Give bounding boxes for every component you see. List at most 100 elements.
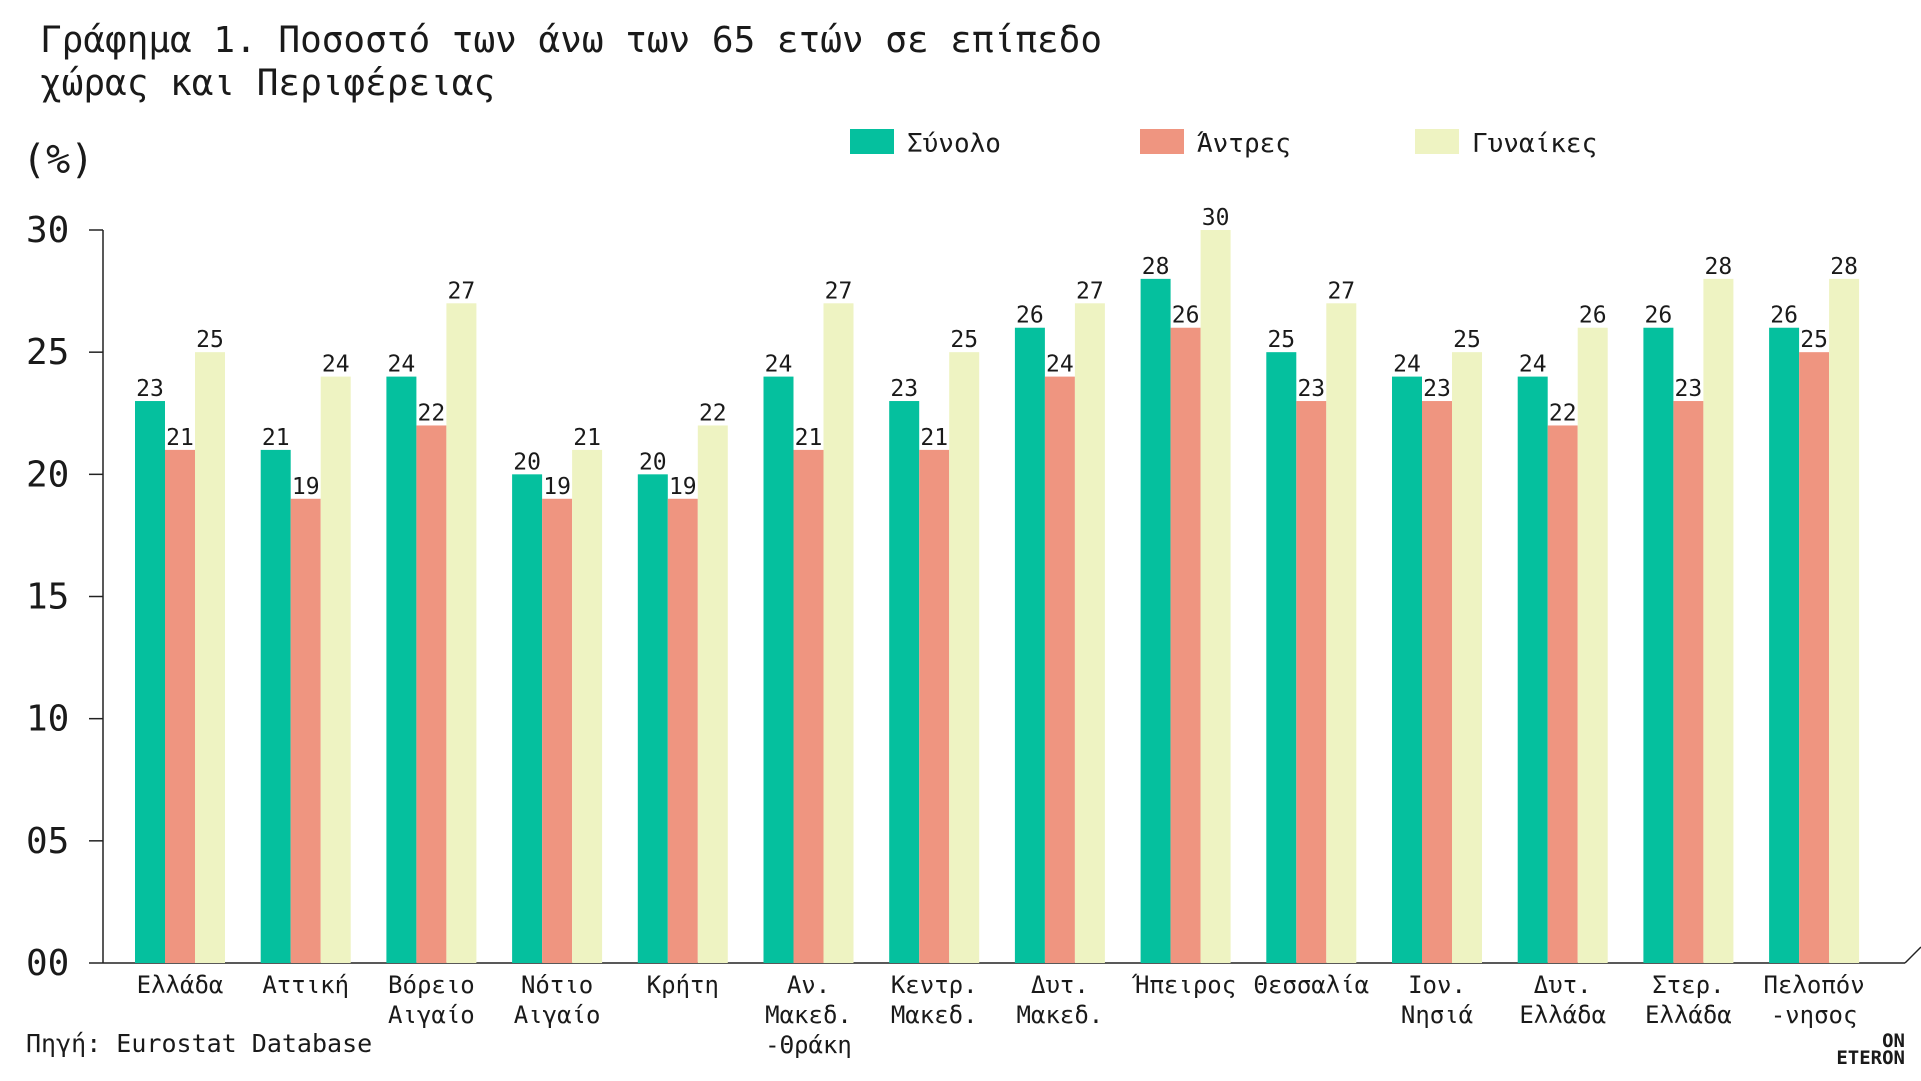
- x-tick-label-line: Μακεδ.: [891, 1001, 978, 1029]
- bar: [1703, 278, 1734, 963]
- bar: [165, 449, 195, 963]
- data-label: 20: [513, 449, 541, 475]
- x-tick-label-line: Πελοπόν: [1764, 971, 1865, 999]
- bar: [260, 449, 291, 963]
- legend-label: Γυναίκες: [1472, 129, 1597, 159]
- y-tick-label: 25: [26, 332, 69, 373]
- bar: [195, 352, 225, 964]
- bar: [1266, 352, 1297, 964]
- data-label: 19: [669, 474, 697, 500]
- plot-area: 00051015202530232125Ελλάδα211924Αττική24…: [26, 205, 1921, 1059]
- bar: [919, 449, 950, 963]
- legend-item: Σύνολο: [850, 129, 1001, 159]
- y-axis-unit-label: (%): [22, 137, 94, 183]
- bar: [1547, 425, 1578, 963]
- data-label: 21: [920, 425, 948, 451]
- y-tick-label: 20: [26, 454, 69, 495]
- bar: [572, 449, 603, 963]
- legend: Σύνολο Άντρες Γυναίκες: [850, 129, 1597, 159]
- x-tick-label-line: Κρήτη: [647, 971, 719, 999]
- legend-item: Άντρες: [1140, 129, 1291, 159]
- x-tick-label-line: Μακεδ.: [765, 1001, 852, 1029]
- y-tick-label: 30: [26, 210, 69, 251]
- data-label: 25: [1453, 327, 1481, 353]
- data-label: 27: [825, 278, 853, 304]
- x-tick-label-line: Αιγαίο: [388, 1001, 475, 1029]
- legend-swatch: [1415, 129, 1459, 154]
- x-tick-label-line: Αν.: [787, 971, 830, 999]
- bar: [1200, 230, 1231, 963]
- data-label: 27: [1327, 278, 1355, 304]
- x-axis-end-tick: [1904, 946, 1921, 964]
- data-label: 21: [166, 425, 194, 451]
- data-label: 24: [1046, 352, 1074, 378]
- data-label: 20: [639, 449, 667, 475]
- x-tick-label-line: -νησος: [1771, 1001, 1858, 1029]
- bar: [697, 425, 728, 963]
- x-tick-label-line: Νότιο: [521, 971, 593, 999]
- data-label: 24: [322, 352, 350, 378]
- bar: [512, 474, 543, 963]
- legend-swatch: [1140, 129, 1184, 154]
- x-tick-label: Νότιο Αιγαίο: [514, 971, 601, 1029]
- x-tick-label-line: Ελλάδα: [1645, 1001, 1732, 1029]
- bar: [320, 376, 351, 964]
- eteron-logo: ON ETERON: [1836, 1030, 1905, 1069]
- x-tick-label-line: Μακεδ.: [1017, 1001, 1104, 1029]
- data-label: 24: [1519, 352, 1547, 378]
- data-label: 24: [765, 352, 793, 378]
- bar: [1296, 401, 1327, 963]
- data-label: 19: [543, 474, 571, 500]
- data-label: 23: [1423, 376, 1451, 402]
- bar: [1014, 327, 1045, 963]
- bar: [135, 401, 165, 963]
- bar: [1074, 303, 1105, 963]
- legend-item: Γυναίκες: [1415, 129, 1597, 159]
- bar: [1044, 376, 1075, 964]
- bar: [1643, 327, 1674, 963]
- bar: [1577, 327, 1608, 963]
- bar: [1829, 278, 1860, 963]
- bar: [386, 376, 417, 964]
- data-label: 28: [1830, 254, 1858, 280]
- bar: [1769, 327, 1800, 963]
- legend-label: Άντρες: [1197, 129, 1291, 159]
- chart-title-line-1: Γράφημα 1. Ποσοστό των άνω των 65 ετών σ…: [40, 20, 1102, 61]
- data-label: 26: [1172, 303, 1200, 329]
- x-tick-label-line: Νησιά: [1401, 1001, 1473, 1029]
- data-label: 23: [136, 376, 164, 402]
- data-label: 30: [1202, 205, 1230, 231]
- x-tick-label-line: Κεντρ.: [891, 971, 978, 999]
- source-note: Πηγή: Eurostat Database: [26, 1029, 372, 1058]
- x-tick-label: Στερ. Ελλάδα: [1645, 971, 1732, 1029]
- x-tick-label-line: Αιγαίο: [514, 1001, 601, 1029]
- bar: [637, 474, 668, 963]
- data-label: 27: [1076, 278, 1104, 304]
- x-tick-label: Πελοπόν -νησος: [1764, 971, 1865, 1029]
- bar: [667, 498, 698, 963]
- data-label: 23: [890, 376, 918, 402]
- chart-title: Γράφημα 1. Ποσοστό των άνω των 65 ετών σ…: [40, 20, 1102, 104]
- x-tick-label: Αττική: [262, 971, 349, 999]
- bar: [1422, 401, 1452, 963]
- legend-swatch: [850, 129, 894, 154]
- data-label: 21: [262, 425, 290, 451]
- x-tick-label-line: Στερ.: [1652, 971, 1724, 999]
- x-tick-label-line: Ήπειρος: [1131, 971, 1236, 999]
- data-label: 25: [1800, 327, 1828, 353]
- x-tick-label-line: Δυτ.: [1031, 971, 1089, 999]
- data-label: 24: [388, 352, 416, 378]
- bar-group: 26 23 28: [1643, 254, 1734, 963]
- legend-label: Σύνολο: [907, 129, 1001, 159]
- x-tick-label: Βόρειο Αιγαίο: [388, 971, 475, 1029]
- logo-line-1: ON: [1882, 1030, 1905, 1052]
